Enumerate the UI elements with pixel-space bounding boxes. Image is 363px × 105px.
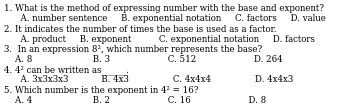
Text: A. product     B. exponent          C. exponential notation     D. factors: A. product B. exponent C. exponential no…	[4, 35, 315, 44]
Text: A. number sentence     B. exponential notation     C. factors     D. value: A. number sentence B. exponential notati…	[4, 14, 326, 23]
Text: 4. 4² can be written as _____.: 4. 4² can be written as _____.	[4, 65, 129, 75]
Text: 1. What is the method of expressing number with the base and exponent?: 1. What is the method of expressing numb…	[4, 4, 325, 13]
Text: A. 3x3x3x3            B. 4x3                C. 4x4x4                D. 4x4x3: A. 3x3x3x3 B. 4x3 C. 4x4x4 D. 4x4x3	[4, 75, 294, 85]
Text: 2. It indicates the number of times the base is used as a factor.: 2. It indicates the number of times the …	[4, 25, 277, 34]
Text: 3.  In an expression 8², which number represents the base?: 3. In an expression 8², which number rep…	[4, 45, 262, 54]
Text: A. 8                      B. 3                     C. 512                     D.: A. 8 B. 3 C. 512 D.	[4, 55, 283, 64]
Text: A. 4                      B. 2                     C. 16                     D. : A. 4 B. 2 C. 16 D.	[4, 96, 266, 105]
Text: 5. Which number is the exponent in 4² = 16?: 5. Which number is the exponent in 4² = …	[4, 86, 199, 95]
